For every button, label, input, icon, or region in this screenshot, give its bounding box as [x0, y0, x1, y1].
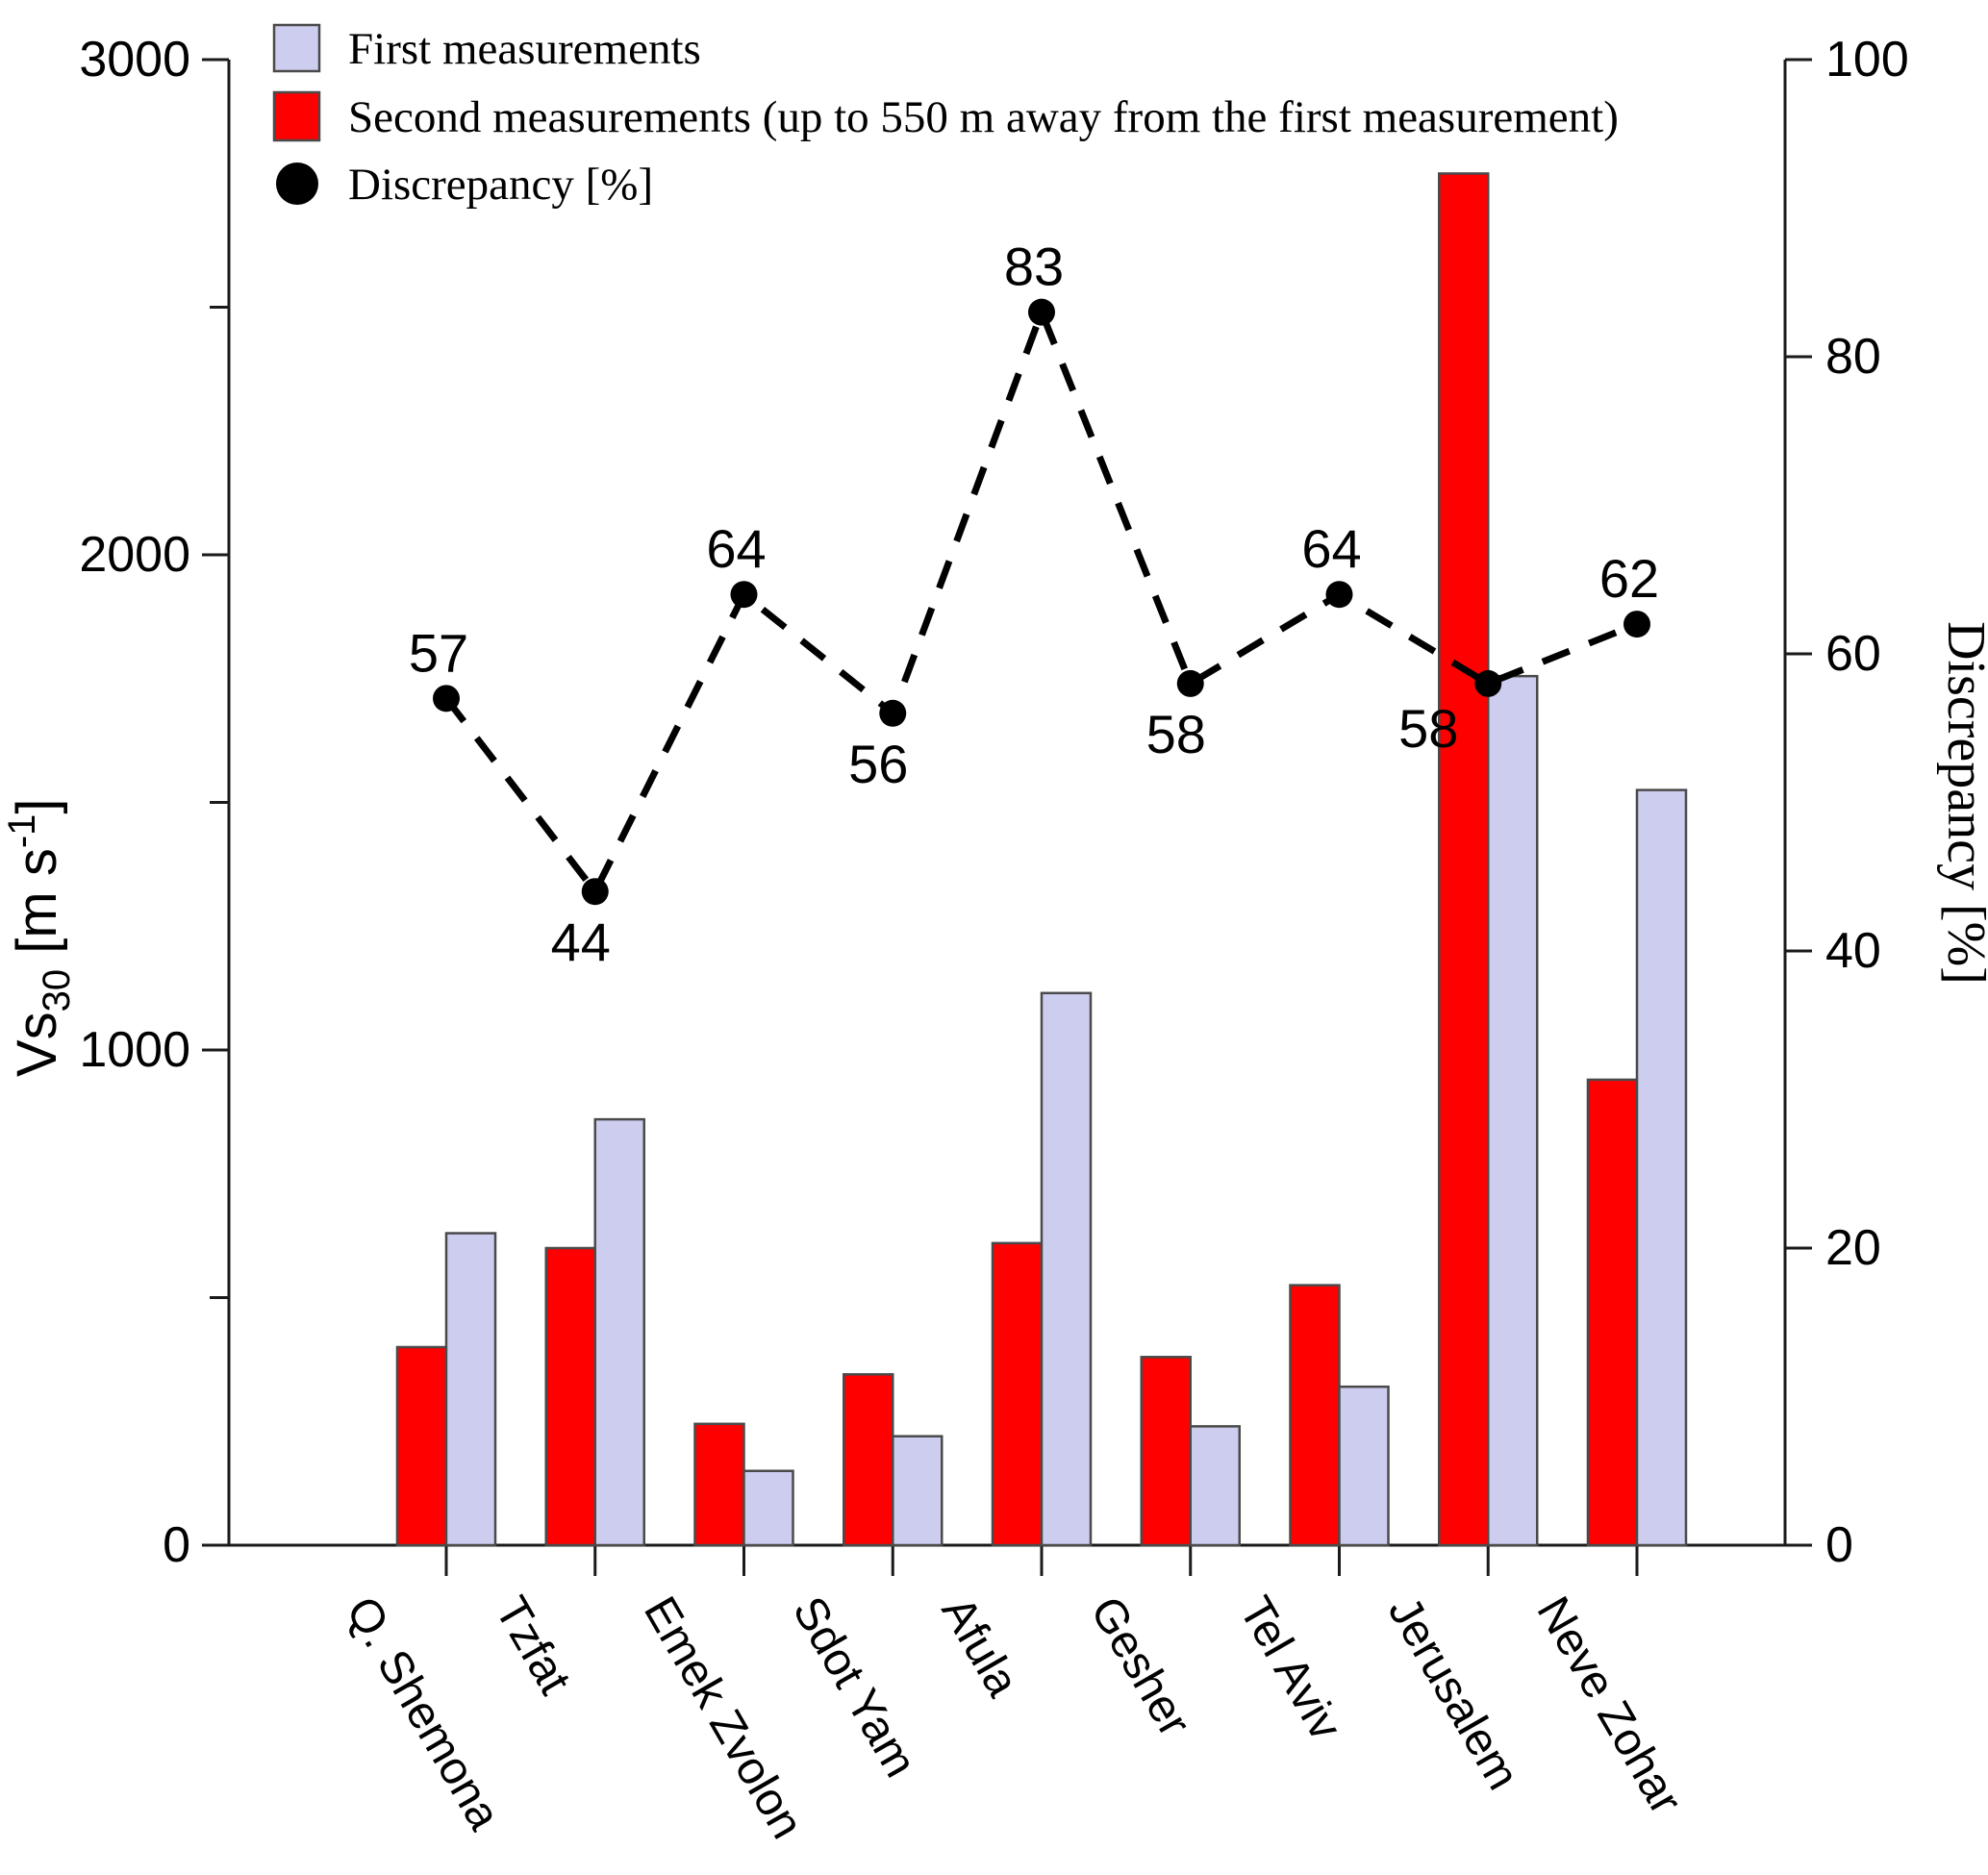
right-axis-title: Discrepancy [%] [1936, 621, 1988, 985]
discrepancy-dot-tel-aviv [1325, 581, 1353, 609]
right-axis-tick-label: 40 [1825, 923, 1881, 979]
bar-second-emek-zvolon [693, 1422, 745, 1547]
discrepancy-label-emek-zvolon: 64 [706, 518, 766, 579]
x-category-label-gesher: Gesher [1080, 1588, 1200, 1745]
legend-label-discrepancy-: Discrepancy [%] [348, 160, 653, 210]
bar-second-sdot-yam [843, 1373, 894, 1547]
bar-first-gesher [1189, 1425, 1241, 1547]
x-category-label-tel-aviv: Tel Aviv [1229, 1588, 1351, 1749]
discrepancy-dot-tzfat [581, 878, 609, 906]
right-axis-tick-label: 100 [1825, 32, 1909, 88]
left-axis-tick-label: 2000 [79, 527, 190, 583]
x-category-label-afula: Afula [931, 1588, 1028, 1706]
bar-first-sdot-yam [892, 1435, 944, 1547]
bar-second-tzfat [544, 1246, 596, 1547]
discrepancy-label-neve-zohar: 62 [1599, 548, 1659, 609]
left-axis-tick-label: 0 [163, 1517, 190, 1573]
x-category-label-q-shemona: Q. Shemona [336, 1588, 510, 1838]
bar-first-emek-zvolon [742, 1469, 794, 1547]
x-category-label-sdot-yam: Sdot Yam [783, 1588, 926, 1786]
x-category-label-tzfat: Tzfat [485, 1588, 580, 1703]
bar-first-neve-zohar [1635, 788, 1688, 1547]
left-axis-title: Vs30 [m s-1] [1, 798, 78, 1077]
discrepancy-dot-neve-zohar [1623, 611, 1650, 638]
bar-first-q-shemona [444, 1232, 497, 1547]
discrepancy-dot-emek-zvolon [730, 581, 758, 609]
legend: First measurements Second measurements (u… [272, 23, 1619, 210]
bar-second-jerusalem [1438, 172, 1490, 1547]
discrepancy-dot-afula [1028, 298, 1055, 326]
discrepancy-label-jerusalem: 58 [1398, 698, 1458, 759]
discrepancy-label-gesher: 58 [1146, 704, 1206, 764]
discrepancy-dot-gesher [1176, 669, 1204, 697]
legend-swatch-second-measu [272, 90, 321, 142]
x-category-label-emek-zvolon: Emek Zvolon [634, 1588, 813, 1847]
x-category-label-jerusalem: Jerusalem [1378, 1588, 1529, 1798]
discrepancy-line [443, 302, 1639, 898]
bar-second-q-shemona [395, 1345, 448, 1547]
bar-first-jerusalem [1487, 674, 1539, 1547]
right-axis-tick-label: 0 [1825, 1517, 1853, 1573]
bar-second-gesher [1140, 1356, 1192, 1547]
discrepancy-dot-jerusalem [1474, 669, 1502, 697]
discrepancy-label-tel-aviv: 64 [1301, 518, 1361, 579]
discrepancy-label-q-shemona: 57 [409, 622, 468, 683]
discrepancy-label-tzfat: 44 [551, 912, 611, 972]
legend-swatch-discrepancy [276, 162, 318, 205]
discrepancy-dot-sdot-yam [879, 699, 907, 727]
bar-second-tel-aviv [1289, 1284, 1341, 1547]
discrepancy-dot-q-shemona [433, 685, 460, 712]
legend-swatch-first-measur [272, 23, 321, 73]
bar-second-afula [991, 1241, 1044, 1547]
right-axis-tick-label: 20 [1825, 1220, 1881, 1276]
discrepancy-label-afula: 83 [1004, 237, 1064, 297]
right-axis-tick-label: 80 [1825, 329, 1881, 385]
right-axis-tick-label: 60 [1825, 626, 1881, 682]
bar-first-tel-aviv [1338, 1385, 1390, 1547]
left-axis-tick-label: 1000 [79, 1022, 190, 1078]
bar-second-neve-zohar [1586, 1078, 1639, 1547]
legend-label-second-measu: Second measurements (up to 550 m away fr… [348, 92, 1619, 142]
left-axis-tick-label: 3000 [79, 32, 190, 88]
discrepancy-label-sdot-yam: 56 [848, 734, 908, 794]
x-category-label-neve-zohar: Neve Zohar [1526, 1588, 1691, 1823]
bar-first-afula [1040, 991, 1093, 1547]
bar-first-tzfat [593, 1117, 645, 1547]
legend-label-first-measur: First measurements [348, 24, 701, 74]
